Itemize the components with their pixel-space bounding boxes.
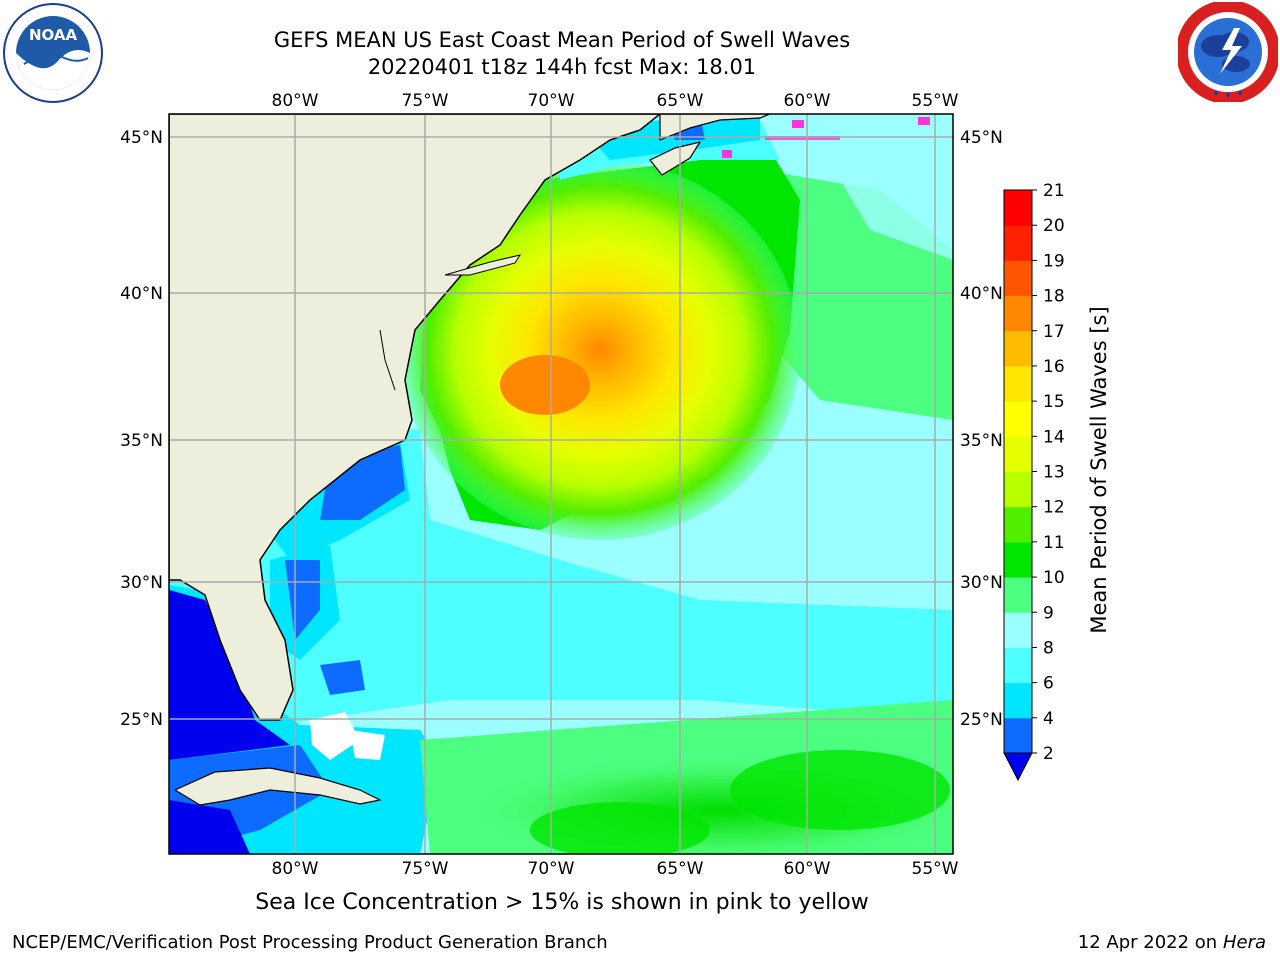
lon-label-bottom: 80°W [272,859,319,879]
colorbar-level-label: 8 [1043,638,1054,658]
chart-title: GEFS MEAN US East Coast Mean Period of S… [273,28,851,52]
colorbar-level-label: 14 [1043,427,1065,447]
lon-label-top: 70°W [528,91,575,111]
colorbar-level-label: 19 [1043,251,1065,271]
colorbar-level-label: 9 [1043,603,1054,623]
lat-label-right: 45°N [960,128,1003,148]
colorbar-level-label: 20 [1043,216,1065,236]
lon-label-top: 80°W [272,91,319,111]
lon-label-top: 55°W [912,91,959,111]
sea-ice-caption: Sea Ice Concentration > 15% is shown in … [255,890,869,915]
nws-logo [1178,2,1278,102]
noaa-logo: NOAA [3,3,103,103]
colorbar-level-label: 4 [1043,709,1054,729]
lon-label-bottom: 75°W [402,859,449,879]
colorbar-level-label: 6 [1043,674,1054,694]
lat-label-left: 25°N [120,710,163,730]
colorbar-segment [1004,260,1032,297]
colorbar-segment [1004,471,1032,508]
colorbar-level-label: 2 [1043,744,1054,764]
lon-label-bottom: 55°W [912,859,959,879]
footer-date-text: 12 Apr 2022 on [1077,932,1223,953]
colorbar-level-label: 21 [1043,181,1065,201]
colorbar-segment [1004,541,1032,578]
colorbar-level-label: 18 [1043,287,1065,307]
lon-label-top: 65°W [657,91,704,111]
colorbar-segment [1004,436,1032,472]
colorbar: 2 4 6 8 9 10 11 12 13 14 15 16 17 18 19 20 21 [1003,181,1065,782]
colorbar-segment [1004,717,1032,754]
colorbar-segment [1004,577,1032,613]
colorbar-segment [1004,612,1032,648]
land-us [169,114,662,721]
map-frame [168,113,954,855]
colorbar-segment [1004,190,1032,226]
colorbar-level-label: 13 [1043,463,1065,483]
lat-label-left: 45°N [120,128,163,148]
colorbar-under-arrow [1003,752,1033,782]
lon-label-bottom: 60°W [784,859,831,879]
land-maritimes [659,114,771,141]
lat-label-left: 30°N [120,573,163,593]
graticule [169,114,953,854]
footer-credit: NCEP/EMC/Verification Post Processing Pr… [12,932,608,953]
lat-label-left: 35°N [120,431,163,451]
lat-label-left: 40°N [120,284,163,304]
lat-label-right: 35°N [960,431,1003,451]
colorbar-segment [1004,401,1032,437]
colorbar-segment [1004,506,1032,543]
lat-label-right: 25°N [960,710,1003,730]
lon-label-bottom: 65°W [657,859,704,879]
colorbar-segment [1004,295,1032,332]
map-area [169,114,953,854]
footer-host: Hera [1222,932,1266,953]
colorbar-segment [1004,330,1032,367]
colorbar-level-label: 16 [1043,357,1065,377]
colorbar-level-label: 11 [1043,533,1065,553]
land-cuba [173,767,382,806]
colorbar-level-label: 12 [1043,498,1065,518]
colorbar-segment [1004,682,1032,719]
colorbar-level-label: 15 [1043,392,1065,412]
colorbar-segment [1004,365,1032,402]
lat-label-right: 30°N [960,573,1003,593]
colorbar-segment [1004,647,1032,684]
footer-date: 12 Apr 2022 on Hera [1078,932,1266,953]
colorbar-title: Mean Period of Swell Waves [s] [1087,306,1111,633]
lon-label-top: 75°W [402,91,449,111]
colorbar-segment [1004,225,1032,261]
colorbar-level-label: 17 [1043,322,1065,342]
chart-subtitle: 20220401 t18z 144h fcst Max: 18.01 [367,55,757,79]
lat-label-right: 40°N [960,284,1003,304]
svg-text:NOAA: NOAA [29,26,78,44]
lon-label-top: 60°W [784,91,831,111]
lon-label-bottom: 70°W [528,859,575,879]
colorbar-level-label: 10 [1043,568,1065,588]
